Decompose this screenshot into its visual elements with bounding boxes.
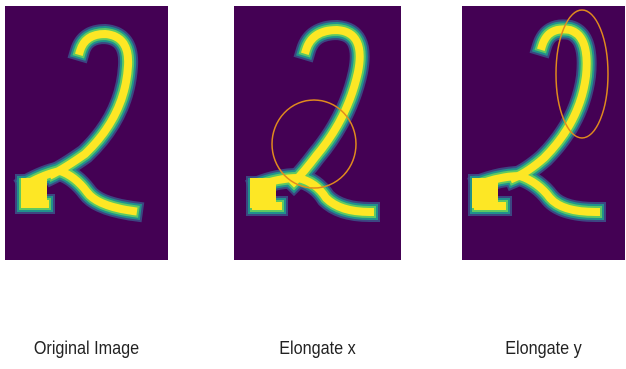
original-image-panel [5,6,168,260]
digit-stroke-segment [508,25,591,184]
elongate-x-panel [234,6,401,260]
digit-foot-block [250,178,276,208]
digit-stroke-segment [47,29,133,180]
digit-foot-block [472,178,498,208]
digit-stroke-segment [21,166,138,216]
elongation-highlight-ellipse [555,9,609,139]
elongate-x-caption: Elongate x [279,338,356,358]
elongate-x-digit-image [234,6,401,260]
digit-stroke-segment [288,25,364,188]
digit-stroke-segment [252,173,375,217]
original-image-caption: Original Image [33,338,140,358]
digit-stroke-segment [474,171,601,217]
elongation-highlight-ellipse [271,99,357,189]
elongate-y-caption: Elongate y [505,338,582,358]
elongate-y-panel [462,6,625,260]
digit-foot-block [21,178,47,208]
original-digit-image [5,6,168,260]
elongate-y-digit-image [462,6,625,260]
